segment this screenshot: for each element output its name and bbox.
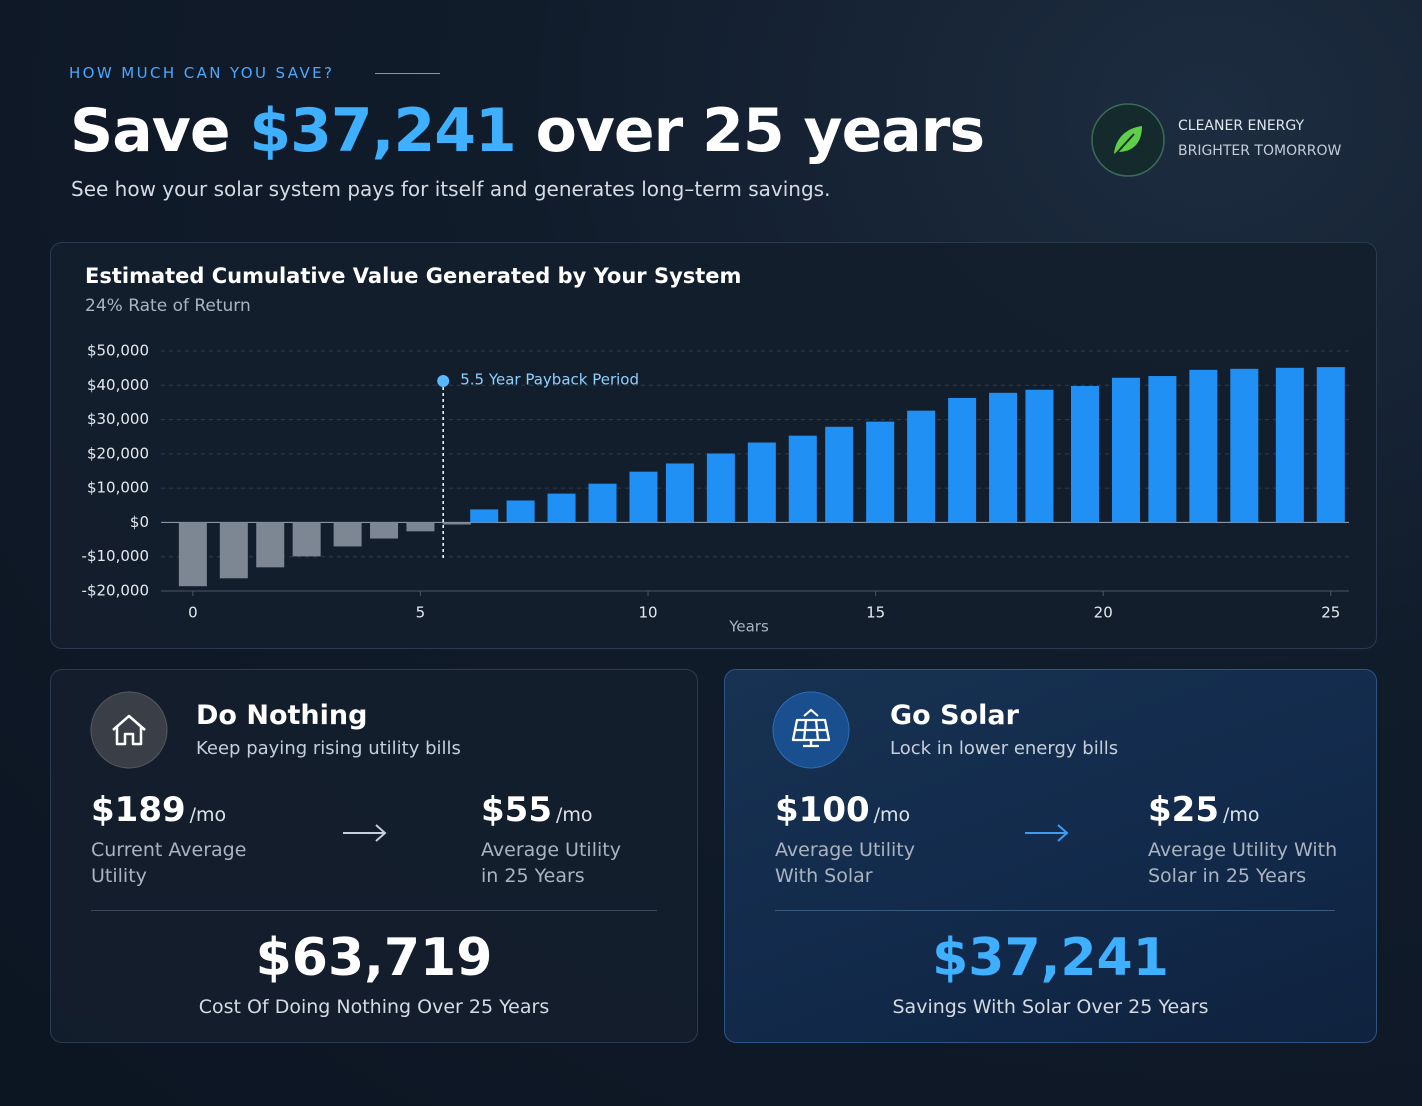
headline-amount: $37,241 bbox=[249, 96, 516, 166]
eyebrow: HOW MUCH CAN YOU SAVE? bbox=[69, 64, 335, 82]
total-label: Cost Of Doing Nothing Over 25 Years bbox=[198, 996, 550, 1018]
total-label: Savings With Solar Over 25 Years bbox=[892, 996, 1209, 1018]
x-tick-label: 15 bbox=[866, 604, 885, 622]
x-axis-label: Years bbox=[728, 618, 769, 636]
metric-value: $55/mo bbox=[481, 790, 593, 830]
metric-label: Current Average Utility bbox=[91, 839, 247, 887]
arrow bbox=[1025, 824, 1069, 842]
bar bbox=[1148, 376, 1177, 523]
bar bbox=[1071, 385, 1099, 523]
house-icon bbox=[90, 691, 168, 769]
bar bbox=[706, 453, 735, 523]
metric-amount: $189 bbox=[91, 790, 186, 830]
divider bbox=[91, 910, 657, 911]
y-tick-label: -$10,000 bbox=[82, 547, 149, 565]
x-tick-label: 20 bbox=[1094, 604, 1113, 622]
bar bbox=[470, 509, 499, 523]
badge-icon bbox=[1091, 103, 1165, 177]
card-title: Do Nothing bbox=[196, 700, 368, 731]
bar bbox=[588, 483, 617, 523]
bar bbox=[1316, 367, 1345, 523]
metric-label: Average Utility With Solar bbox=[775, 839, 915, 887]
bar bbox=[747, 442, 776, 523]
bar bbox=[256, 522, 285, 568]
go-solar-card: Go Solar Lock in lower energy bills $100… bbox=[724, 669, 1377, 1043]
chart: Estimated Cumulative Value Generated by … bbox=[82, 264, 1349, 636]
metric-amount: $25 bbox=[1148, 790, 1219, 830]
bar bbox=[629, 471, 658, 523]
metric-unit: /mo bbox=[1222, 804, 1260, 826]
total-value: $63,719 bbox=[255, 928, 493, 988]
arrow bbox=[343, 824, 387, 842]
metric-value: $25/mo bbox=[1148, 790, 1260, 830]
bar bbox=[1189, 369, 1218, 523]
bar bbox=[333, 522, 362, 547]
chart-subtitle: 24% Rate of Return bbox=[85, 296, 251, 316]
bar bbox=[1025, 389, 1054, 523]
chart-card: Estimated Cumulative Value Generated by … bbox=[50, 242, 1377, 649]
y-tick-label: $40,000 bbox=[87, 376, 149, 394]
bar bbox=[219, 522, 248, 579]
card-title: Go Solar bbox=[890, 700, 1019, 731]
x-tick-label: 0 bbox=[188, 604, 198, 622]
headline-part: over 25 years bbox=[535, 96, 985, 166]
bar bbox=[866, 421, 895, 523]
payback-label: 5.5 Year Payback Period bbox=[460, 371, 639, 389]
x-tick-label: 5 bbox=[416, 604, 426, 622]
metric-amount: $100 bbox=[775, 790, 870, 830]
total-value: $37,241 bbox=[932, 928, 1169, 988]
headline: Save $37,241 over 25 years bbox=[70, 96, 985, 166]
y-tick-label: -$20,000 bbox=[82, 582, 149, 600]
divider bbox=[775, 910, 1335, 911]
x-tick-label: 10 bbox=[638, 604, 657, 622]
bar bbox=[1111, 377, 1140, 523]
bar bbox=[788, 435, 817, 523]
bar bbox=[1275, 367, 1304, 523]
bar bbox=[1230, 368, 1259, 523]
eyebrow-rule bbox=[375, 73, 440, 74]
metric-unit: /mo bbox=[555, 804, 593, 826]
x-tick-label: 25 bbox=[1321, 604, 1340, 622]
headline-part: Save bbox=[70, 96, 231, 166]
metric-label: Average Utility in 25 Years bbox=[481, 839, 621, 887]
y-tick-label: $30,000 bbox=[87, 410, 149, 428]
y-tick-label: $50,000 bbox=[87, 342, 149, 360]
bar bbox=[989, 392, 1018, 523]
metric-unit: /mo bbox=[873, 804, 911, 826]
bar bbox=[178, 522, 207, 587]
payback-dot bbox=[437, 375, 450, 387]
metric-label: Average Utility With Solar in 25 Years bbox=[1148, 839, 1338, 887]
bar bbox=[292, 522, 321, 557]
metric-value: $100/mo bbox=[775, 790, 910, 830]
chart-title: Estimated Cumulative Value Generated by … bbox=[85, 264, 741, 288]
bar bbox=[948, 397, 977, 523]
bar bbox=[825, 426, 854, 523]
subheadline: See how your solar system pays for itsel… bbox=[71, 177, 831, 201]
card-subtitle: Lock in lower energy bills bbox=[890, 738, 1119, 759]
do-nothing-card: Do Nothing Keep paying rising utility bi… bbox=[50, 669, 698, 1043]
solar-icon bbox=[772, 691, 850, 769]
bar bbox=[506, 500, 535, 523]
y-tick-label: $10,000 bbox=[87, 479, 149, 497]
y-tick-label: $20,000 bbox=[87, 444, 149, 462]
bar bbox=[907, 410, 936, 523]
card-subtitle: Keep paying rising utility bills bbox=[196, 738, 461, 759]
bar bbox=[406, 522, 435, 532]
bar bbox=[370, 522, 399, 539]
badge-text: BRIGHTER TOMORROW bbox=[1178, 143, 1342, 159]
badge-text: CLEANER ENERGY bbox=[1178, 118, 1305, 134]
bar bbox=[665, 463, 694, 523]
metric-amount: $55 bbox=[481, 790, 552, 830]
metric-unit: /mo bbox=[189, 804, 227, 826]
bar bbox=[547, 493, 576, 523]
bar bbox=[442, 522, 471, 525]
y-tick-label: $0 bbox=[130, 513, 149, 531]
metric-value: $189/mo bbox=[91, 790, 226, 830]
